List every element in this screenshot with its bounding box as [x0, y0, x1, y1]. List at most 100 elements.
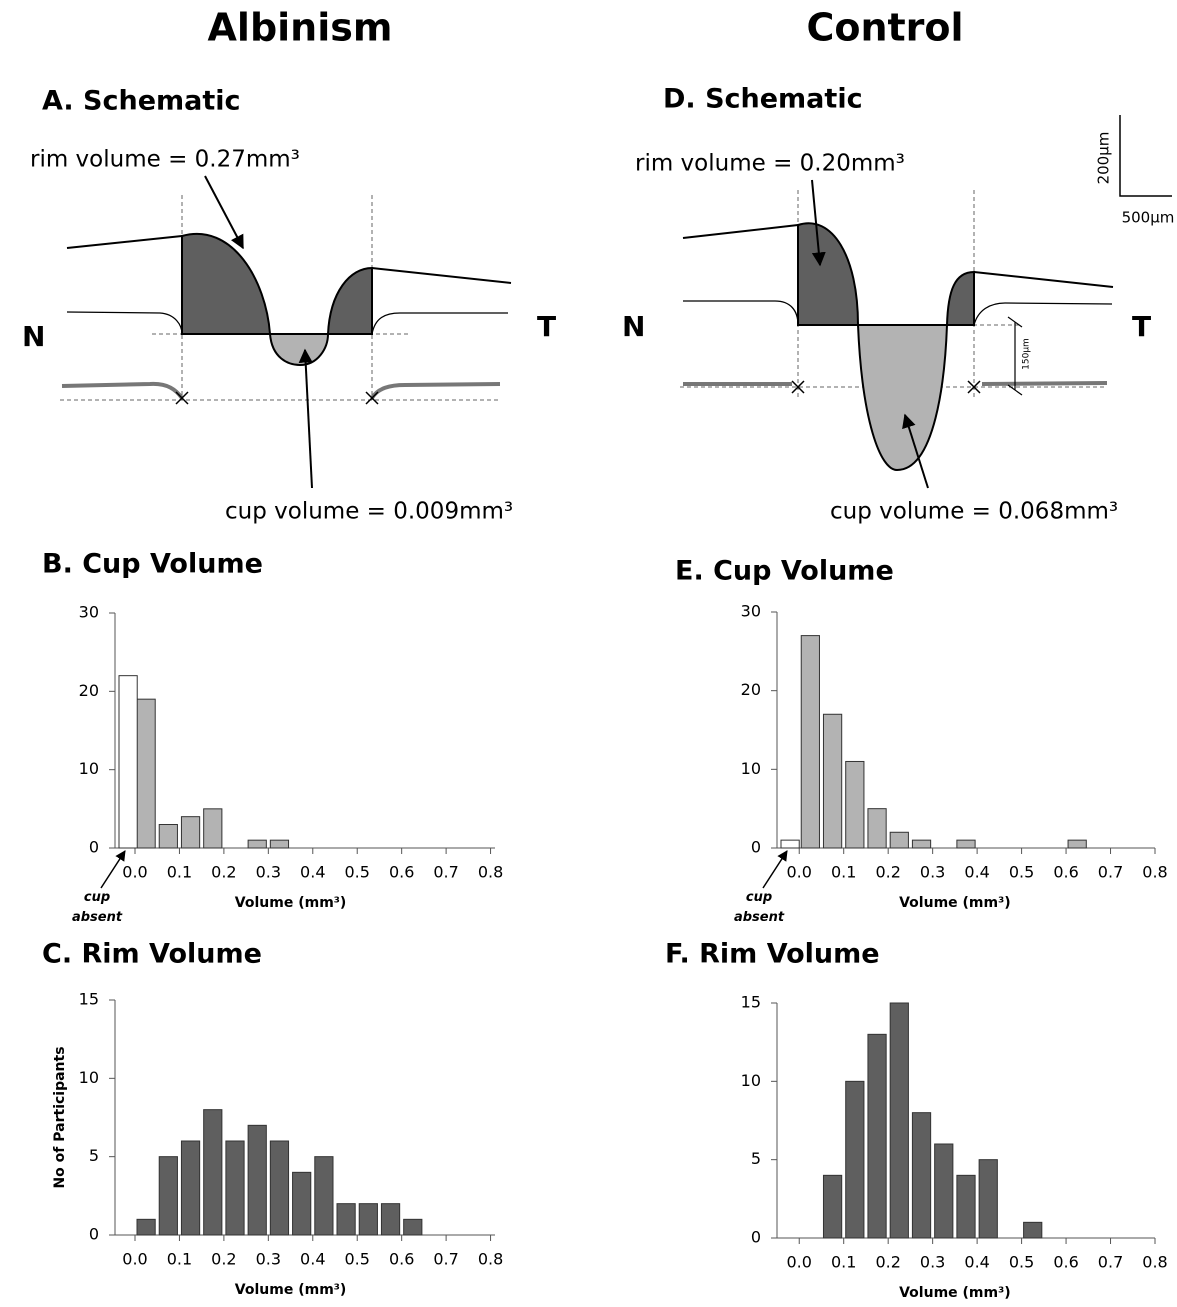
x-tick-label: 0.1 [831, 863, 856, 882]
nasal: N [622, 310, 645, 343]
y-tick-label: 10 [741, 1071, 761, 1090]
bar [956, 839, 976, 849]
x-axis-label: Volume (mm³) [899, 1285, 1011, 1301]
vertical-scale: 200µm [1095, 132, 1113, 185]
x-axis-label: Volume (mm³) [235, 895, 347, 911]
x-tick-label: 0.7 [1098, 863, 1123, 882]
x-tick-label: 0.8 [1142, 863, 1167, 882]
x-tick-label: 0.7 [433, 863, 458, 882]
x-tick-label: 0.6 [1053, 863, 1078, 882]
x-tick-label: 0.6 [389, 863, 414, 882]
bar [203, 1109, 223, 1236]
x-tick-label: 0.3 [920, 863, 945, 882]
chart-title: C. Rim Volume [42, 939, 262, 970]
annotation-arrow [762, 850, 788, 889]
bar [911, 839, 932, 849]
bar [889, 1002, 909, 1239]
y-tick-label: 0 [89, 838, 99, 857]
annotation-arrow [100, 850, 126, 889]
x-tick-label: 0.7 [433, 1250, 458, 1269]
x-tick-label: 0.4 [964, 1253, 989, 1272]
y-tick-label: 0 [89, 1225, 99, 1244]
bar [934, 1143, 954, 1239]
x-tick-label: 0.0 [122, 1250, 147, 1269]
y-tick-label: 20 [79, 681, 99, 700]
x-tick-label: 0.5 [1009, 1253, 1034, 1272]
x-tick-label: 0.1 [167, 1250, 192, 1269]
schematic-d: D. Schematic rim volume = 0.20mm³ cup vo… [622, 84, 1174, 525]
y-tick-label: 20 [741, 680, 761, 699]
bar [180, 1140, 201, 1236]
bar [822, 1174, 843, 1239]
bar [845, 760, 865, 849]
x-tick-label: 0.2 [875, 863, 900, 882]
x-axis-label: Volume (mm³) [235, 1282, 347, 1298]
bar [911, 1112, 932, 1239]
bar [978, 1159, 998, 1239]
bar [247, 839, 267, 849]
y-tick-label: 10 [79, 1068, 99, 1087]
chart-title: B. Cup Volume [42, 549, 263, 580]
annotation: cup absent [733, 890, 785, 925]
x-tick-label: 0.2 [211, 863, 236, 882]
x-tick-label: 0.4 [964, 863, 989, 882]
x-tick-label: 0.5 [344, 863, 369, 882]
x-tick-label: 0.8 [478, 1250, 503, 1269]
x-tick-label: 0.0 [787, 1253, 812, 1272]
x-tick-label: 0.5 [344, 1250, 369, 1269]
rim-label: rim volume = 0.27mm³ [30, 147, 300, 173]
heading: Albinism [208, 6, 393, 50]
x-tick-label: 0.0 [122, 863, 147, 882]
bar [1023, 1221, 1043, 1239]
bar [358, 1203, 378, 1236]
panel-title: A. Schematic [42, 86, 241, 117]
temporal: T [537, 310, 556, 343]
bar [867, 808, 887, 849]
bar [889, 831, 909, 849]
panel-title: D. Schematic [663, 84, 863, 115]
bar [247, 1124, 267, 1236]
x-tick-label: 0.3 [256, 1250, 281, 1269]
x-tick-label: 0.1 [831, 1253, 856, 1272]
x-axis-label: Volume (mm³) [899, 895, 1011, 911]
absent-bar [118, 675, 138, 849]
x-tick-label: 0.6 [1053, 1253, 1078, 1272]
bar [269, 1140, 290, 1236]
bar [158, 824, 178, 849]
x-tick-label: 0.4 [300, 863, 325, 882]
rim-label: rim volume = 0.20mm³ [635, 151, 905, 177]
heading: Control [806, 6, 963, 50]
schematic-a: A. Schematic rim volume = 0.27mm³ cup vo… [22, 86, 556, 525]
x-tick-label: 0.2 [211, 1250, 236, 1269]
bar [956, 1174, 976, 1239]
y-tick-label: 5 [751, 1149, 761, 1168]
x-tick-label: 0.6 [389, 1250, 414, 1269]
x-tick-label: 0.3 [256, 863, 281, 882]
x-tick-label: 0.1 [167, 863, 192, 882]
y-tick-label: 30 [741, 602, 761, 621]
x-tick-label: 0.4 [300, 1250, 325, 1269]
bar [800, 635, 820, 849]
y-axis-label: No of Participants [52, 1046, 68, 1188]
bar [336, 1203, 356, 1236]
y-tick-label: 15 [79, 990, 99, 1009]
nasal: N [22, 320, 45, 353]
bar [867, 1033, 887, 1239]
x-tick-label: 0.5 [1009, 863, 1034, 882]
bar [403, 1218, 423, 1236]
bar [292, 1171, 312, 1236]
bar [158, 1156, 178, 1236]
bar [269, 839, 290, 849]
y-tick-label: 10 [79, 759, 99, 778]
absent-bar [780, 839, 800, 849]
temporal: T [1132, 310, 1151, 343]
cup-label: cup volume = 0.009mm³ [225, 499, 513, 525]
x-tick-label: 0.8 [478, 863, 503, 882]
bar [1067, 839, 1087, 849]
depth-scale: 150µm [1022, 338, 1032, 370]
y-tick-label: 0 [751, 838, 761, 857]
bar [136, 1218, 156, 1236]
x-tick-label: 0.8 [1142, 1253, 1167, 1272]
